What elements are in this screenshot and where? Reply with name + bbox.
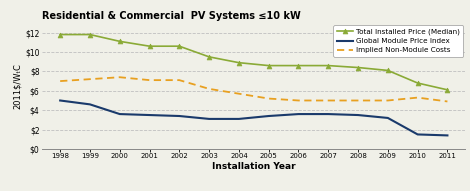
Global Module Price Index [296, 113, 301, 115]
Implied Non-Module Costs [355, 99, 361, 102]
Total Installed Price (Median) [355, 66, 361, 69]
Global Module Price Index [385, 117, 391, 119]
Global Module Price Index [87, 103, 93, 105]
Global Module Price Index [445, 134, 450, 137]
Total Installed Price (Median) [445, 89, 450, 91]
Global Module Price Index [236, 118, 242, 120]
Total Installed Price (Median) [325, 64, 331, 67]
Legend: Total Installed Price (Median), Global Module Price Index, Implied Non-Module Co: Total Installed Price (Median), Global M… [333, 25, 463, 57]
Implied Non-Module Costs [57, 80, 63, 82]
Line: Total Installed Price (Median): Total Installed Price (Median) [58, 32, 450, 92]
Total Installed Price (Median) [236, 62, 242, 64]
Implied Non-Module Costs [385, 99, 391, 102]
Global Module Price Index [355, 114, 361, 116]
Global Module Price Index [415, 133, 421, 136]
Y-axis label: 2011$/WₜC: 2011$/WₜC [13, 63, 22, 109]
Global Module Price Index [57, 99, 63, 102]
Implied Non-Module Costs [177, 79, 182, 81]
Total Installed Price (Median) [206, 56, 212, 58]
Line: Global Module Price Index: Global Module Price Index [60, 100, 447, 135]
Implied Non-Module Costs [236, 93, 242, 95]
Implied Non-Module Costs [445, 100, 450, 103]
Text: Residential & Commercial  PV Systems ≤10 kW: Residential & Commercial PV Systems ≤10 … [42, 11, 301, 21]
X-axis label: Installation Year: Installation Year [212, 162, 296, 171]
Global Module Price Index [147, 114, 152, 116]
Implied Non-Module Costs [206, 88, 212, 90]
Global Module Price Index [266, 115, 272, 117]
Global Module Price Index [177, 115, 182, 117]
Line: Implied Non-Module Costs: Implied Non-Module Costs [60, 77, 447, 101]
Implied Non-Module Costs [415, 96, 421, 99]
Implied Non-Module Costs [117, 76, 123, 78]
Implied Non-Module Costs [147, 79, 152, 81]
Total Installed Price (Median) [385, 69, 391, 72]
Implied Non-Module Costs [87, 78, 93, 80]
Total Installed Price (Median) [147, 45, 152, 47]
Total Installed Price (Median) [296, 64, 301, 67]
Global Module Price Index [325, 113, 331, 115]
Total Installed Price (Median) [57, 33, 63, 36]
Total Installed Price (Median) [266, 64, 272, 67]
Implied Non-Module Costs [266, 97, 272, 100]
Implied Non-Module Costs [296, 99, 301, 102]
Implied Non-Module Costs [325, 99, 331, 102]
Total Installed Price (Median) [87, 33, 93, 36]
Total Installed Price (Median) [415, 82, 421, 84]
Total Installed Price (Median) [117, 40, 123, 42]
Total Installed Price (Median) [177, 45, 182, 47]
Global Module Price Index [117, 113, 123, 115]
Global Module Price Index [206, 118, 212, 120]
